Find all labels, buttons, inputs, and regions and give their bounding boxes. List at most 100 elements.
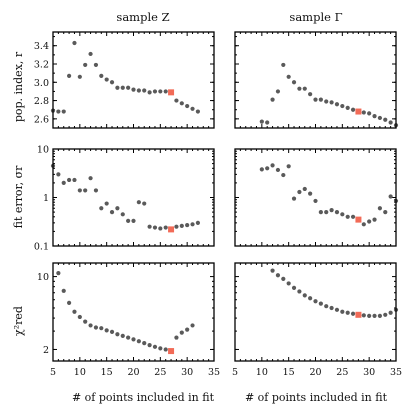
y-tick-label: 0.1 bbox=[34, 242, 49, 253]
data-point bbox=[383, 209, 388, 215]
data-point bbox=[147, 224, 152, 229]
data-point bbox=[334, 307, 340, 312]
data-point bbox=[329, 305, 334, 311]
data-point bbox=[265, 120, 270, 125]
data-point bbox=[190, 222, 195, 227]
y-tick-label: 3.2 bbox=[34, 60, 49, 71]
data-point bbox=[152, 89, 158, 94]
data-point bbox=[99, 326, 104, 331]
highlight-point bbox=[168, 348, 175, 355]
data-point bbox=[83, 62, 88, 68]
data-point bbox=[136, 200, 141, 205]
data-point bbox=[383, 117, 388, 122]
xlabel-right: # of points included in fit bbox=[245, 391, 388, 404]
ylabel-fit-error: fit error, σr bbox=[12, 165, 25, 228]
data-point bbox=[126, 85, 131, 90]
x-tick-label: 15 bbox=[101, 367, 113, 378]
data-point bbox=[350, 107, 356, 112]
data-point bbox=[297, 289, 302, 294]
column-title-right: sample Γ bbox=[289, 10, 342, 24]
data-point bbox=[179, 330, 184, 335]
data-point bbox=[109, 329, 115, 334]
x-tick-label: 5 bbox=[232, 367, 238, 378]
data-point bbox=[99, 206, 104, 211]
data-point bbox=[275, 89, 281, 94]
x-tick-label: 25 bbox=[154, 367, 166, 378]
data-point bbox=[142, 341, 147, 346]
x-tick-label: 30 bbox=[181, 367, 193, 378]
data-point bbox=[313, 299, 318, 304]
x-tick-label: 15 bbox=[283, 367, 295, 378]
data-point bbox=[174, 98, 179, 103]
data-point bbox=[334, 209, 340, 215]
ylabel-row-1: fit error, σr bbox=[12, 165, 25, 228]
highlight-point bbox=[355, 311, 362, 318]
data-point bbox=[185, 327, 190, 332]
data-point bbox=[142, 201, 147, 206]
data-point bbox=[56, 109, 61, 114]
data-point bbox=[185, 222, 190, 228]
y-tick-label: 2.8 bbox=[34, 96, 49, 107]
ylabel-pop-index: pop. index, r bbox=[12, 51, 25, 122]
y-tick-label: 3.0 bbox=[34, 78, 49, 89]
data-point bbox=[83, 319, 88, 324]
data-point bbox=[67, 300, 72, 305]
data-point bbox=[174, 335, 179, 340]
panel-frame bbox=[52, 31, 215, 129]
data-point bbox=[297, 189, 302, 195]
data-point bbox=[120, 85, 125, 90]
data-point bbox=[318, 209, 323, 215]
highlight-point bbox=[168, 226, 175, 233]
data-point bbox=[158, 346, 163, 351]
data-point bbox=[259, 167, 264, 172]
highlight-point bbox=[355, 108, 362, 115]
data-point bbox=[340, 309, 345, 314]
data-point bbox=[136, 88, 141, 93]
data-point bbox=[340, 212, 345, 217]
x-tick-label: 20 bbox=[309, 367, 321, 378]
panel-r2-c1: 5 10 15 20 25 30 35 bbox=[232, 262, 402, 378]
y-tick-label: 10 bbox=[37, 145, 49, 156]
panel-frame bbox=[234, 262, 397, 362]
highlight-point bbox=[168, 89, 175, 96]
data-point bbox=[120, 212, 125, 217]
data-point bbox=[93, 62, 99, 68]
y-tick-label: 2 bbox=[43, 345, 49, 356]
data-point bbox=[120, 333, 125, 338]
data-point bbox=[93, 325, 99, 330]
data-point bbox=[286, 164, 291, 169]
data-point bbox=[259, 119, 264, 124]
y-tick-label: 2.6 bbox=[34, 114, 49, 125]
data-point bbox=[67, 73, 72, 78]
data-point bbox=[372, 114, 377, 119]
data-point bbox=[286, 281, 291, 286]
data-point bbox=[185, 103, 190, 109]
column-title-left: sample Z bbox=[116, 10, 169, 24]
data-point bbox=[324, 304, 329, 309]
data-point bbox=[291, 80, 297, 85]
data-point bbox=[350, 311, 356, 316]
data-point bbox=[61, 288, 66, 293]
data-point bbox=[324, 209, 329, 215]
data-point bbox=[67, 177, 72, 183]
data-point bbox=[152, 344, 158, 349]
data-point bbox=[377, 115, 382, 121]
data-point bbox=[61, 109, 66, 114]
data-point bbox=[388, 310, 393, 315]
data-point bbox=[388, 120, 393, 125]
data-point bbox=[308, 191, 313, 196]
x-tick-label: 25 bbox=[336, 367, 348, 378]
data-point bbox=[361, 313, 366, 318]
data-point bbox=[72, 309, 77, 314]
data-point bbox=[99, 73, 104, 78]
data-point bbox=[152, 225, 158, 230]
panel-frame bbox=[52, 148, 215, 247]
y-tick-label: 10 bbox=[37, 272, 49, 283]
data-point bbox=[195, 109, 200, 114]
highlight-point bbox=[355, 216, 362, 223]
data-point bbox=[109, 209, 115, 215]
data-point bbox=[291, 196, 297, 201]
data-point bbox=[340, 103, 345, 109]
data-point bbox=[329, 100, 334, 105]
panels: 2.6 2.8 3.0 3.2 3.4 0.1 1 10 5 10 15 20 25 30 35 2 10 5 10… bbox=[34, 31, 402, 378]
